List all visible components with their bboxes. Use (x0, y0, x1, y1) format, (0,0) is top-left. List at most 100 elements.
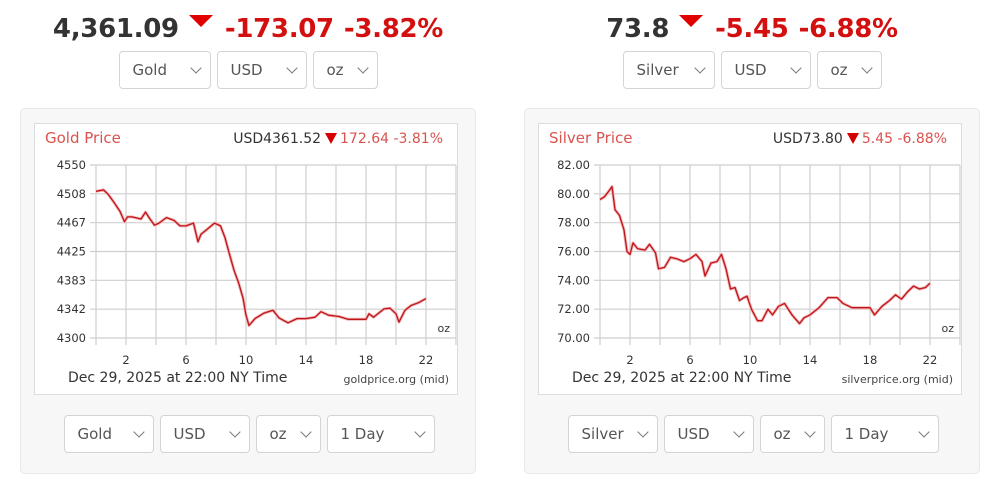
svg-text:4342: 4342 (57, 302, 86, 316)
unit-select[interactable]: oz (312, 51, 378, 89)
unit-select[interactable]: oz (255, 415, 321, 453)
time-range-select-value: 1 Day (340, 425, 385, 443)
svg-text:22: 22 (419, 353, 434, 367)
svg-text:76.00: 76.00 (557, 245, 590, 259)
time-range-select[interactable]: 1 Day (830, 415, 939, 453)
metal-select-value: Silver (581, 425, 624, 443)
svg-text:14: 14 (299, 353, 314, 367)
svg-text:74.00: 74.00 (557, 273, 590, 287)
gold-change-percent: -3.82% (343, 14, 444, 44)
time-range-select[interactable]: 1 Day (326, 415, 435, 453)
chevron-down-icon (285, 61, 298, 74)
quote-price: USD73.80 (772, 131, 843, 147)
svg-text:4425: 4425 (57, 245, 86, 259)
currency-select[interactable]: USD (159, 415, 250, 453)
metal-select[interactable]: Gold (63, 415, 154, 453)
silver-spot-price: 73.8 (606, 14, 670, 44)
svg-text:oz: oz (437, 322, 450, 335)
chevron-down-icon (917, 425, 930, 438)
svg-text:22: 22 (923, 353, 938, 367)
svg-text:10: 10 (239, 353, 254, 367)
svg-text:4300: 4300 (57, 331, 86, 345)
gold-chart: 4300 4342 4383 4425 4467 4508 4550 2 6 10 14 18 22 oz… (34, 123, 458, 395)
gold-price-line-chart: 4300 4342 4383 4425 4467 4508 4550 2 6 10 14 18 22 oz (57, 158, 457, 367)
svg-text:18: 18 (863, 353, 878, 367)
currency-select-value: USD (734, 61, 767, 79)
chart-source-label: goldprice.org (mid) (343, 373, 450, 386)
currency-select-value: USD (173, 425, 206, 443)
chart-quote: USD73.80 5.45 -6.88% (773, 131, 947, 147)
metal-select[interactable]: Silver (567, 415, 658, 453)
quote-price: USD4361.52 (233, 131, 322, 147)
down-arrow-icon (679, 15, 704, 27)
svg-text:72.00: 72.00 (557, 302, 590, 316)
svg-text:oz: oz (941, 322, 954, 335)
quote-percent: -6.88% (897, 131, 947, 147)
unit-select-value: oz (773, 425, 791, 443)
gold-headline: 4,361.09 -173.07 -3.82% (18, 12, 478, 46)
chevron-down-icon (860, 61, 873, 74)
svg-text:78.00: 78.00 (557, 216, 590, 230)
svg-text:4467: 4467 (57, 216, 86, 230)
chevron-down-icon (356, 61, 369, 74)
down-triangle-icon (325, 133, 338, 144)
gold-bottom-selectors: Gold USD oz 1 Day (21, 415, 477, 453)
metal-select[interactable]: Gold (118, 51, 211, 89)
chart-date-label: Dec 29, 2025 at 22:00 NY Time (68, 370, 288, 386)
silver-widget: 73.8 -5.45 -6.88% Silver USD oz 70.00 72.00… (522, 0, 982, 484)
chevron-down-icon (789, 61, 802, 74)
chart-title: Gold Price (45, 129, 121, 147)
unit-select-value: oz (830, 61, 848, 79)
svg-text:2: 2 (626, 353, 633, 367)
quote-percent: -3.81% (393, 131, 443, 147)
metal-select-value: Gold (132, 61, 168, 79)
currency-select[interactable]: USD (216, 51, 307, 89)
silver-price-line-chart: 70.00 72.00 74.00 76.00 78.00 80.00 82.00 2 6 10 1… (557, 158, 961, 367)
chevron-down-icon (132, 425, 145, 438)
silver-chart-panel: 70.00 72.00 74.00 76.00 78.00 80.00 82.00 2 6 10 1… (524, 108, 980, 474)
chart-title: Silver Price (549, 129, 633, 147)
svg-text:70.00: 70.00 (557, 331, 590, 345)
time-range-select-value: 1 Day (844, 425, 889, 443)
chevron-down-icon (803, 425, 816, 438)
svg-text:6: 6 (182, 353, 189, 367)
gold-widget: 4,361.09 -173.07 -3.82% Gold USD oz 4300 43… (18, 0, 478, 484)
svg-text:80.00: 80.00 (557, 187, 590, 201)
silver-chart: 70.00 72.00 74.00 76.00 78.00 80.00 82.00 2 6 10 1… (538, 123, 962, 395)
gold-chart-panel: 4300 4342 4383 4425 4467 4508 4550 2 6 10 14 18 22 oz… (20, 108, 476, 474)
down-triangle-icon (846, 133, 859, 144)
silver-change-percent: -6.88% (798, 14, 899, 44)
metal-select-value: Silver (636, 61, 679, 79)
svg-text:4550: 4550 (57, 158, 86, 172)
chevron-down-icon (693, 61, 706, 74)
svg-text:14: 14 (803, 353, 818, 367)
chevron-down-icon (189, 61, 202, 74)
gold-spot-price: 4,361.09 (52, 14, 179, 44)
gold-change: -173.07 (224, 14, 334, 44)
metal-select[interactable]: Silver (622, 51, 715, 89)
chevron-down-icon (636, 425, 649, 438)
unit-select[interactable]: oz (759, 415, 825, 453)
currency-select[interactable]: USD (720, 51, 811, 89)
silver-headline: 73.8 -5.45 -6.88% (522, 12, 982, 46)
svg-text:10: 10 (743, 353, 758, 367)
silver-bottom-selectors: Silver USD oz 1 Day (525, 415, 981, 453)
currency-select[interactable]: USD (663, 415, 754, 453)
unit-select[interactable]: oz (816, 51, 882, 89)
svg-text:6: 6 (686, 353, 693, 367)
svg-text:2: 2 (122, 353, 129, 367)
chart-source-label: silverprice.org (mid) (841, 373, 953, 386)
chevron-down-icon (413, 425, 426, 438)
svg-text:4508: 4508 (57, 187, 86, 201)
chevron-down-icon (299, 425, 312, 438)
chart-quote: USD4361.52 172.64 -3.81% (233, 131, 443, 147)
unit-select-value: oz (326, 61, 344, 79)
down-arrow-icon (188, 15, 213, 27)
svg-text:82.00: 82.00 (557, 158, 590, 172)
svg-text:4383: 4383 (57, 273, 86, 287)
chevron-down-icon (228, 425, 241, 438)
chevron-down-icon (732, 425, 745, 438)
svg-text:18: 18 (359, 353, 374, 367)
currency-select-value: USD (230, 61, 263, 79)
silver-top-selectors: Silver USD oz (522, 51, 982, 89)
